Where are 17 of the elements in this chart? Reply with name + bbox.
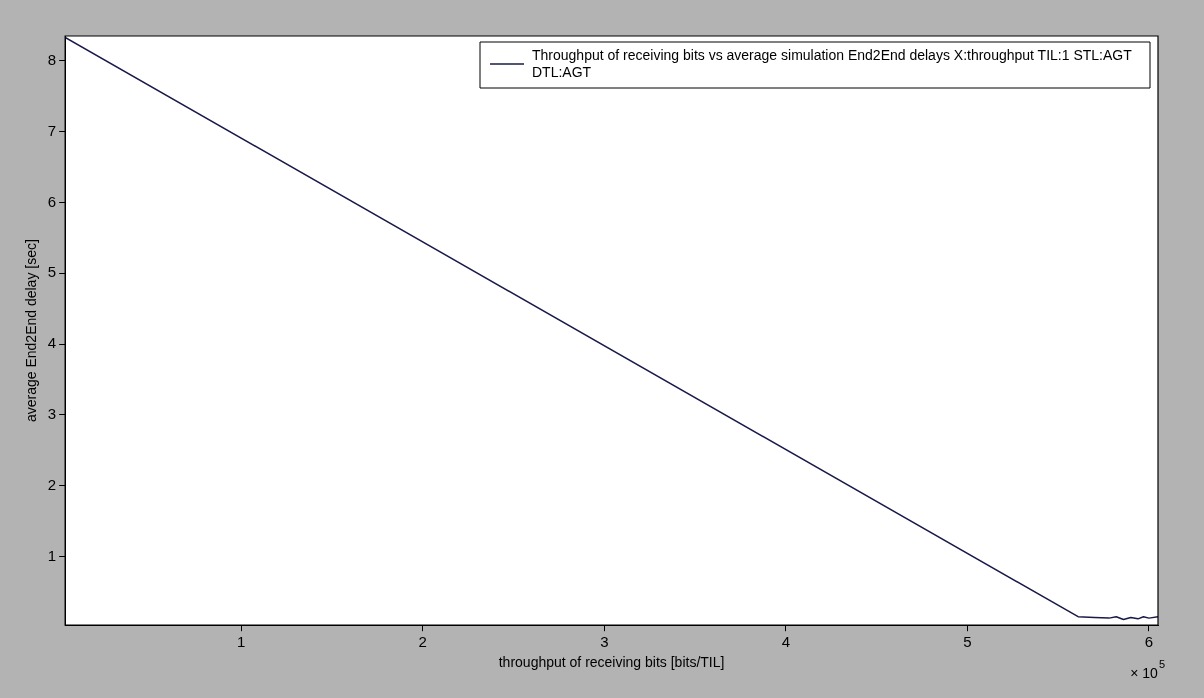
y-axis-title: average End2End delay [sec] [23,239,40,423]
y-tick-label: 8 [47,50,57,68]
legend-label: Throughput of receiving bits vs average simulation End2End delays X:throughput TIL:1 STL:AGT DTL:AGT [532,46,1133,80]
y-tick-label: 6 [47,192,57,210]
y-tick-label: 3 [47,405,57,423]
y-tick-label: 1 [47,546,57,564]
x-tick-label: 4 [781,633,791,651]
x-tick-label: 3 [600,633,609,651]
y-tick-label: 7 [47,121,57,139]
x-tick-label: 5 [963,633,972,651]
y-tick-label: 5 [47,263,57,281]
y-tick-label: 4 [47,334,57,352]
y-tick-label: 2 [47,475,57,493]
x-tick-label: 2 [418,633,427,651]
x-tick-label: 6 [1144,633,1154,651]
x-axis-title: throughput of receiving bits [bits/TIL] [498,654,725,671]
x-tick-label: 1 [237,633,246,651]
